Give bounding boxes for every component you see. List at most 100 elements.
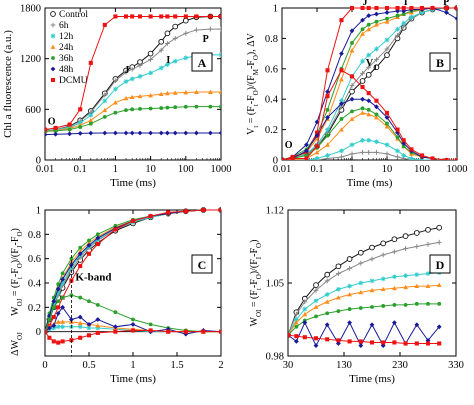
data-point [349, 83, 355, 88]
label-part: ) [10, 228, 21, 231]
data-point [414, 341, 419, 346]
y-tick-label: 0.2 [265, 125, 278, 136]
series-line [45, 28, 221, 131]
data-point [392, 302, 397, 307]
data-point [113, 227, 118, 232]
x-axis-title: Time (ms) [110, 373, 156, 385]
data-point [183, 55, 189, 61]
data-point [172, 130, 178, 136]
data-point [324, 271, 331, 278]
label-part: t [252, 126, 260, 128]
data-point [87, 299, 91, 304]
data-point [380, 252, 386, 258]
legend-label: Control [59, 10, 88, 20]
data-point [88, 60, 93, 65]
panel-b: 0.01 0.1 1 10 100 1000 0 0.2 0.4 0.6 0.8 1 Time (ms)… [265, 0, 468, 189]
data-point [349, 5, 355, 11]
data-point [60, 271, 65, 276]
data-point [183, 14, 188, 19]
data-point [172, 23, 179, 30]
data-point [419, 5, 425, 11]
series-line [288, 284, 440, 336]
label-part: O [16, 263, 24, 268]
panel-letter: D [436, 258, 445, 272]
data-point [294, 334, 299, 339]
data-point [148, 14, 153, 19]
data-point [384, 5, 390, 11]
data-point [437, 341, 442, 346]
data-point [158, 38, 165, 45]
y-axis-title-a: Chl a fluorescence (a.u.) [2, 30, 14, 138]
data-point [130, 218, 136, 223]
data-point [113, 110, 118, 115]
data-point [369, 287, 375, 293]
data-point [113, 324, 118, 330]
data-point [55, 311, 61, 316]
k-band-label: K-band [75, 272, 111, 284]
data-point [102, 107, 108, 113]
data-point [67, 127, 72, 132]
data-point [425, 271, 431, 277]
data-point [218, 14, 221, 19]
label-part: ), ΔV [246, 32, 257, 55]
y-tick-label: 1200 [20, 54, 41, 65]
data-point [69, 256, 74, 261]
data-point [148, 93, 153, 98]
plot-area [282, 5, 457, 160]
data-point [95, 302, 100, 307]
data-point [392, 249, 397, 255]
data-point [148, 57, 153, 62]
plot-area [288, 224, 443, 348]
data-point [129, 94, 135, 100]
label-part: J [16, 245, 24, 248]
series [45, 14, 221, 132]
data-point [360, 58, 365, 64]
y-axis-title-c2: ΔWOJ [10, 332, 24, 356]
data-point [113, 14, 118, 19]
data-point [401, 20, 407, 26]
data-point [208, 89, 213, 94]
data-point [56, 282, 61, 287]
data-point [294, 339, 299, 344]
data-point [183, 90, 189, 95]
series-line [288, 303, 440, 336]
data-point [302, 306, 308, 312]
data-point [288, 333, 291, 338]
data-point [366, 64, 372, 70]
data-point [130, 321, 136, 327]
data-point [360, 150, 365, 155]
data-point [336, 309, 341, 314]
data-point [123, 14, 129, 19]
data-point [335, 263, 342, 270]
data-point [166, 210, 171, 215]
y-tick-label: 0.8 [28, 230, 41, 241]
data-point [419, 153, 425, 158]
series [282, 137, 457, 160]
data-point [172, 36, 178, 41]
data-point [60, 324, 65, 330]
label-part: O [255, 274, 263, 279]
x-tick-label: 0 [42, 360, 47, 371]
data-point [324, 299, 330, 304]
data-point [358, 343, 364, 348]
data-point [148, 322, 153, 327]
data-point [313, 304, 319, 309]
data-point [374, 5, 379, 11]
data-point [430, 156, 435, 160]
data-point [67, 122, 72, 127]
panel-letter-box [191, 52, 213, 72]
point-label: O [48, 117, 56, 128]
x-tick-label: 100 [178, 164, 194, 175]
data-point [380, 276, 386, 282]
data-point [164, 130, 170, 136]
data-point [55, 319, 61, 324]
y-tick-label: 1 [36, 206, 41, 217]
data-point [302, 335, 307, 340]
data-point [349, 28, 355, 34]
data-point [95, 330, 100, 335]
data-point [164, 30, 171, 37]
data-point [425, 283, 431, 289]
data-point [339, 68, 344, 73]
data-point [339, 117, 344, 121]
data-point [391, 236, 398, 243]
